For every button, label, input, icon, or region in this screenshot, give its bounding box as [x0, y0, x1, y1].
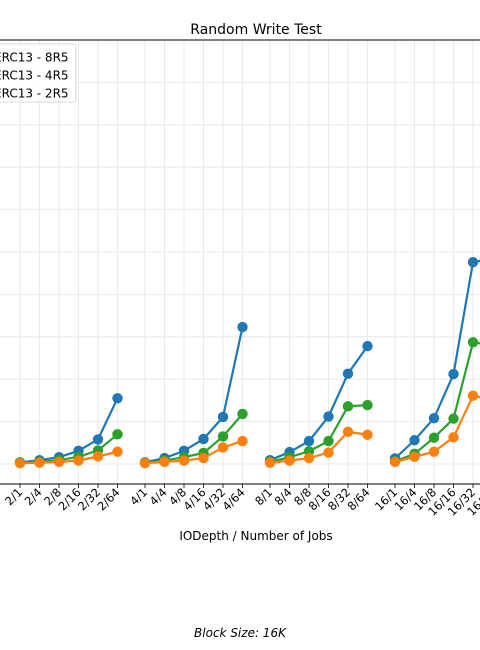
data-point-1 [237, 321, 248, 333]
data-point-3 [92, 451, 104, 462]
data-point-2 [342, 401, 354, 412]
x-tick-label: 8/64 [344, 485, 372, 513]
series-line-1 [144, 326, 244, 464]
data-point-3 [389, 456, 401, 468]
data-point-2 [467, 337, 479, 348]
data-point-2 [112, 429, 123, 440]
legend: ERC13 - 8R5 ERC13 - 4R5 ERC13 - 2R5 [0, 43, 77, 103]
x-tick-label: 4/64 [219, 485, 247, 513]
data-point-2 [237, 408, 248, 420]
data-point-3 [14, 457, 26, 469]
data-point-3 [409, 451, 420, 462]
data-point-1 [198, 433, 209, 445]
x-tick-label: 2/64 [94, 485, 122, 513]
x-tick-label: 4/1 [127, 485, 150, 508]
legend-box [0, 43, 77, 103]
data-point-1 [303, 435, 315, 447]
data-point-1 [409, 435, 420, 446]
series-line-1 [394, 259, 480, 460]
series-points [14, 256, 479, 469]
data-point-3 [284, 455, 295, 466]
x-tick-label: 8/1 [252, 485, 275, 508]
data-point-1 [342, 368, 354, 379]
data-point-3 [342, 426, 354, 437]
x-tick-label: 2/1 [2, 485, 25, 508]
data-point-3 [448, 432, 459, 443]
data-point-3 [112, 446, 123, 457]
data-point-3 [362, 429, 373, 440]
data-point-2 [362, 399, 373, 411]
data-point-3 [198, 452, 209, 464]
block-size-caption: Block Size: 16K [194, 626, 286, 640]
legend-label: ERC13 - 8R5 [0, 51, 69, 65]
data-point-1 [467, 256, 479, 268]
legend-label: ERC13 - 4R5 [0, 69, 69, 83]
data-point-2 [428, 432, 440, 443]
data-point-3 [34, 457, 45, 468]
data-point-2 [323, 435, 334, 447]
data-point-3 [303, 452, 315, 464]
data-point-3 [139, 457, 151, 469]
x-axis-label: IODepth / Number of Jobs [179, 529, 332, 543]
series-line-2 [394, 341, 480, 463]
data-point-3 [217, 442, 229, 453]
data-point-3 [53, 456, 65, 468]
data-point-1 [217, 411, 229, 423]
data-point-3 [178, 455, 190, 466]
data-point-3 [237, 435, 248, 447]
data-point-3 [264, 457, 276, 468]
data-point-1 [112, 393, 123, 404]
data-point-1 [92, 434, 104, 445]
series-line-1 [19, 397, 119, 464]
data-point-1 [323, 411, 334, 422]
data-point-1 [362, 340, 373, 352]
data-point-3 [467, 390, 479, 401]
x-tick-label: 2/4 [22, 485, 45, 508]
data-point-3 [73, 455, 84, 466]
data-point-1 [428, 413, 440, 424]
series-line-1 [269, 345, 369, 462]
chart-title: Random Write Test [190, 22, 322, 38]
x-tick-label: 8/4 [272, 485, 295, 508]
data-point-2 [448, 413, 459, 424]
data-point-3 [428, 446, 440, 457]
data-point-1 [448, 368, 459, 380]
x-tick-label: 4/4 [147, 485, 170, 508]
data-point-3 [323, 447, 334, 458]
legend-label: ERC13 - 2R5 [0, 87, 69, 101]
x-axis-ticks: 2/12/42/82/162/322/64 4/14/44/84/164/324/… [2, 484, 480, 519]
data-point-3 [159, 456, 170, 468]
plot-frame [0, 39, 480, 485]
series-lines [19, 259, 480, 465]
data-point-2 [217, 431, 229, 442]
